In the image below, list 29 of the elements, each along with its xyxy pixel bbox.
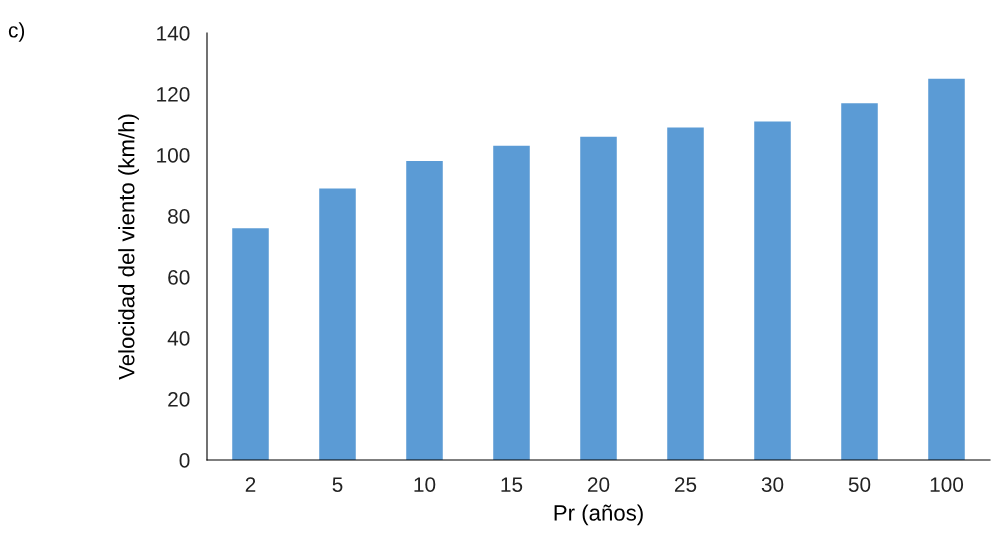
- bar: [493, 145, 530, 460]
- x-tick-label: 30: [761, 477, 784, 492]
- y-tick-label: 60: [168, 270, 190, 285]
- bar: [754, 121, 791, 460]
- bar: [232, 228, 269, 460]
- text: c): [8, 22, 25, 42]
- y-tick-label: 0: [179, 453, 190, 468]
- x-tick-label: 100: [930, 477, 964, 492]
- bar: [841, 103, 878, 460]
- bar: [667, 127, 704, 460]
- x-tick-label: 15: [501, 477, 523, 492]
- bar: [406, 161, 443, 460]
- x-tick-label: 50: [848, 477, 871, 492]
- bar: [319, 188, 356, 460]
- y-tick-label: 40: [167, 331, 190, 346]
- y-tick-label: 140: [157, 26, 190, 41]
- bar: [580, 136, 617, 460]
- y-axis-title: Velocidad del viento (km/h): [118, 114, 139, 380]
- y-tick-label: 120: [157, 87, 190, 102]
- x-axis-title: Pr (años): [554, 504, 643, 526]
- x-tick-label: 2: [245, 477, 256, 492]
- y-tick-label: 80: [168, 209, 190, 224]
- bar: [928, 78, 965, 460]
- x-tick-label: 10: [414, 477, 436, 492]
- y-tick-label: 20: [168, 392, 190, 407]
- x-tick-label: 5: [332, 477, 343, 492]
- x-tick-label: 20: [587, 477, 610, 492]
- x-tick-label: 25: [674, 477, 697, 492]
- y-tick-label: 100: [157, 148, 190, 163]
